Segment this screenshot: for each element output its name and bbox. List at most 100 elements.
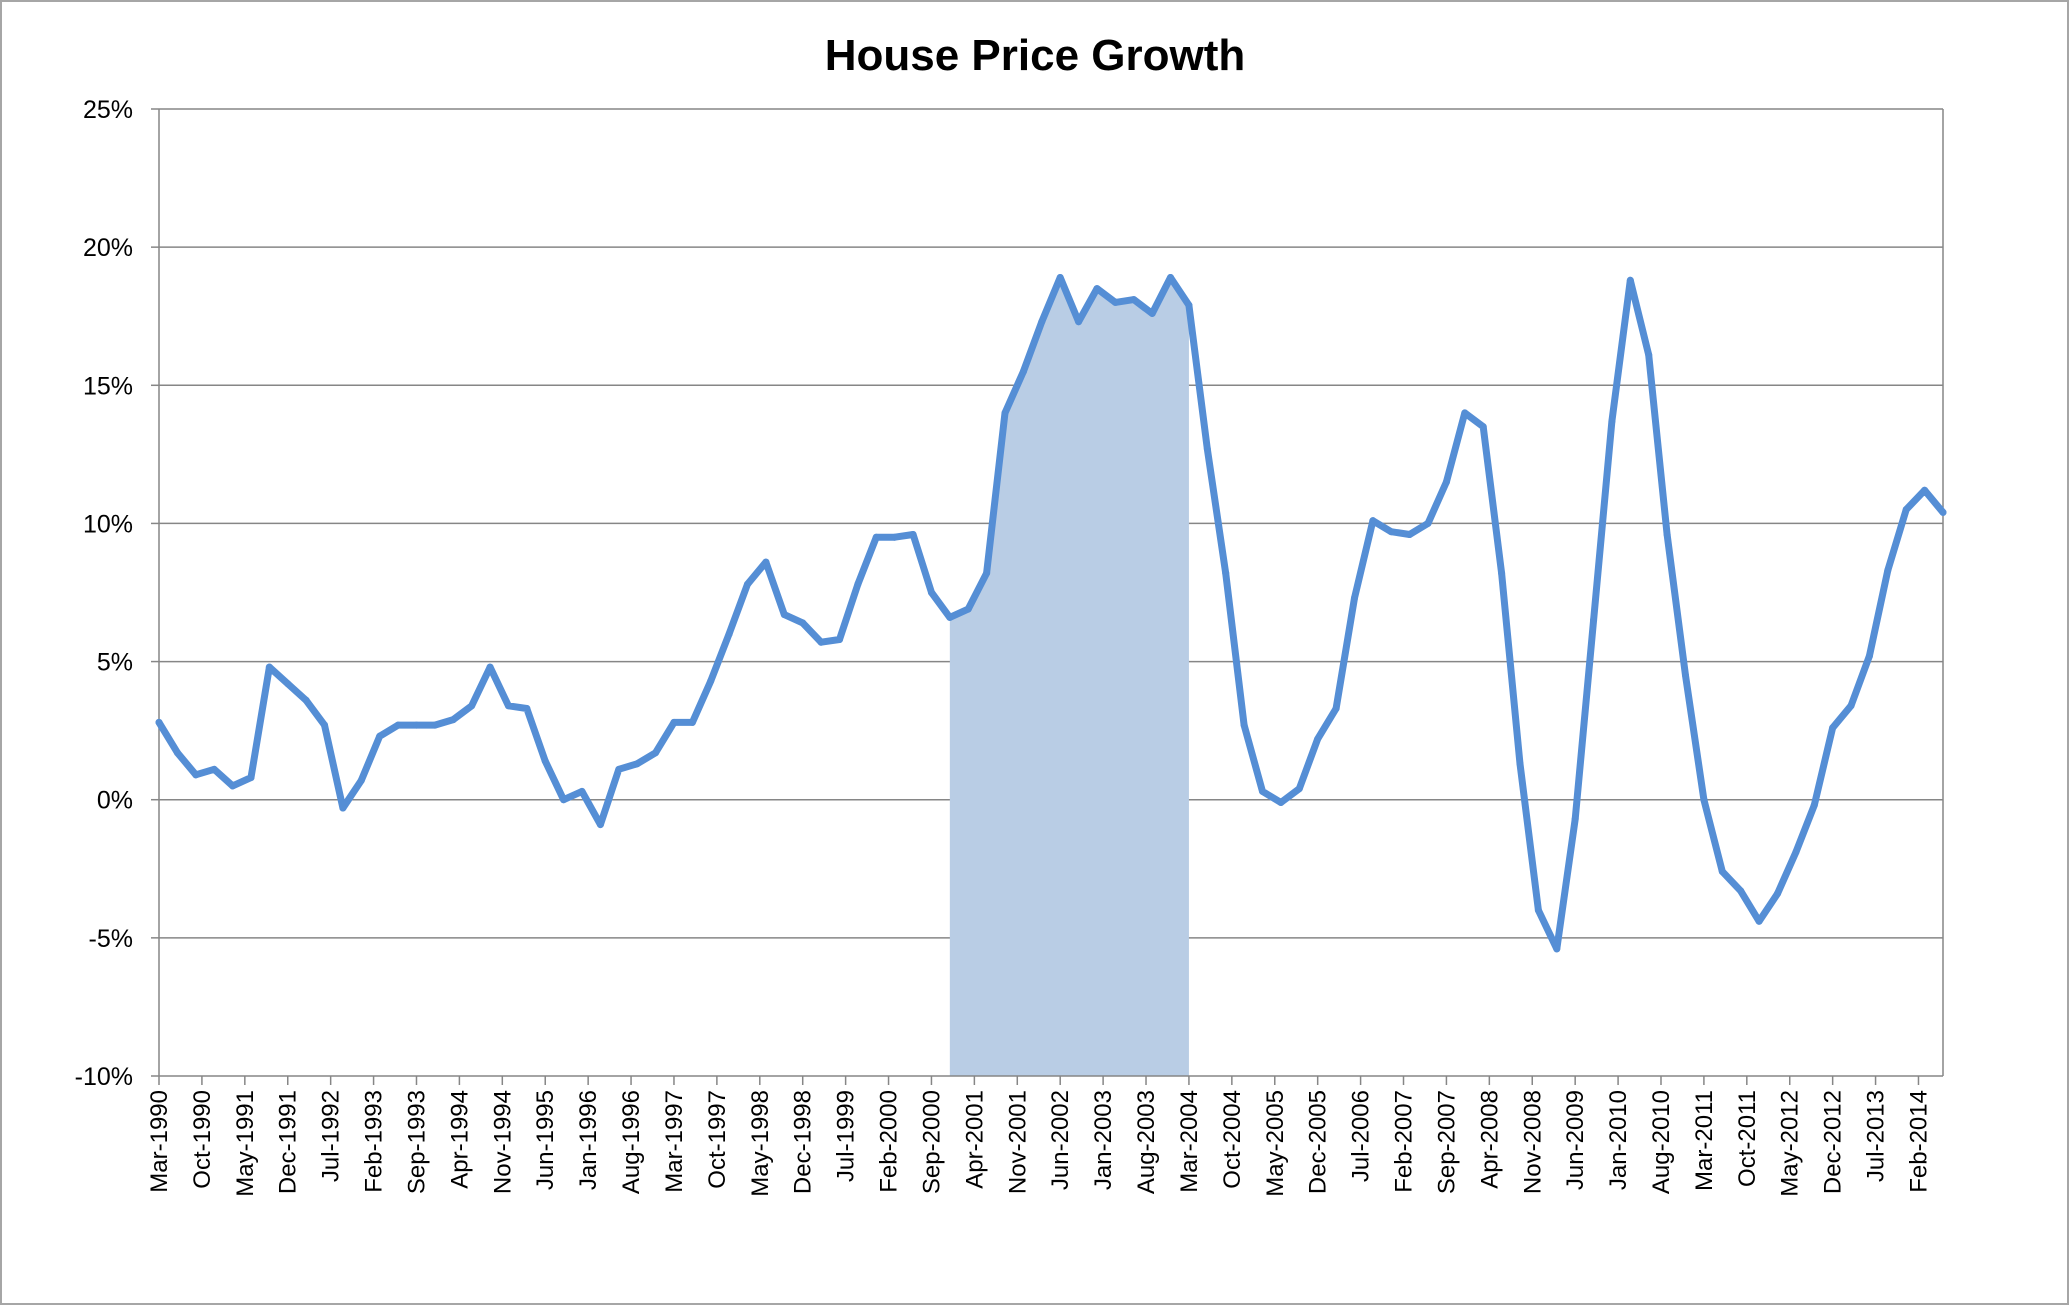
data-point [1534,906,1542,914]
data-point [173,749,181,757]
data-point [302,696,310,704]
data-point [1608,417,1616,425]
data-point [1167,274,1175,282]
chart-title: House Price Growth [825,31,1246,80]
x-tick-label: Jul-2013 [1863,1090,1890,1182]
x-tick-label: Apr-1994 [446,1090,473,1189]
y-tick-label: -10% [75,1063,133,1091]
data-point [1663,530,1671,538]
x-tick-label: Dec-1991 [275,1090,302,1194]
data-point [652,749,660,757]
data-point [1185,301,1193,309]
x-tick-label: Oct-1990 [189,1090,216,1189]
data-point [265,663,273,671]
data-point [1847,702,1855,710]
y-tick-label: 5% [97,649,133,677]
x-tick-label: Dec-2005 [1305,1090,1332,1194]
data-point [670,718,678,726]
data-point [1111,298,1119,306]
data-point [780,611,788,619]
data-point [1259,787,1267,795]
data-point [1939,508,1947,516]
data-point [1645,351,1653,359]
data-point [1240,721,1248,729]
data-point [357,776,365,784]
data-point [799,619,807,627]
data-point [486,663,494,671]
x-tick-label: Oct-2004 [1219,1090,1246,1189]
data-point [1773,890,1781,898]
y-tick-label: 15% [83,372,133,400]
y-tick-label: 20% [83,234,133,262]
data-point [891,533,899,541]
data-point [1203,445,1211,453]
data-point [596,821,604,829]
data-point [504,702,512,710]
data-point [964,605,972,613]
x-tick-label: Jul-2006 [1348,1090,1375,1182]
data-point [1479,423,1487,431]
data-point [376,732,384,740]
data-point [449,716,457,724]
data-point [1737,887,1745,895]
data-point [1829,724,1837,732]
data-point [927,589,935,596]
data-point [983,569,991,577]
x-tick-label: May-1991 [232,1090,259,1197]
y-tick-label: 0% [97,787,133,815]
x-tick-label: Jan-2003 [1090,1090,1117,1190]
y-tick-label: -5% [89,925,133,953]
x-tick-label: Dec-2012 [1820,1090,1847,1194]
data-point [1406,530,1414,538]
data-point [1571,815,1579,823]
y-tick-label: 10% [83,510,133,538]
data-point [762,558,770,566]
data-point [1332,705,1340,713]
x-tick-label: Mar-1997 [661,1090,688,1193]
x-tick-label: May-2012 [1777,1090,1804,1197]
x-tick-label: Jun-2002 [1047,1090,1074,1190]
x-tick-label: Oct-2011 [1734,1090,1761,1187]
data-point [1810,801,1818,809]
data-point [210,765,218,773]
x-tick-label: Apr-2001 [961,1090,988,1189]
x-tick-label: May-2005 [1262,1090,1289,1197]
x-tick-label: Sep-1993 [403,1090,430,1194]
x-tick-label: Nov-2001 [1004,1090,1031,1194]
data-point [725,630,733,638]
x-tick-label: Feb-2007 [1391,1090,1418,1193]
x-tick-label: Mar-2004 [1176,1090,1203,1193]
series-line-layer [155,274,1947,953]
x-tick-label: Feb-1993 [361,1090,388,1193]
data-point [155,718,163,726]
data-point [1295,785,1303,793]
x-tick-label: Aug-2003 [1133,1090,1160,1194]
data-point [1387,528,1395,536]
data-point [1700,796,1708,804]
data-point [1350,594,1358,602]
x-tick-label: Dec-1998 [790,1090,817,1194]
data-point [872,533,880,541]
data-point [707,677,715,685]
data-point [1056,274,1064,282]
data-point [541,757,549,765]
x-tick-label: May-1998 [747,1090,774,1197]
x-axis-tick-labels: Mar-1990 Oct-1990 May-1991 Dec-1991 Jul-1992… [146,1076,1932,1197]
x-tick-label: Feb-2000 [876,1090,903,1193]
data-point [633,760,641,768]
data-point [1921,486,1929,494]
data-point [412,721,420,729]
data-point [339,804,347,812]
data-point [835,635,843,643]
y-axis-tick-labels: 25% 20% 15% 10% 5% 0% -5% -10% [75,96,159,1091]
x-tick-label: Aug-2010 [1648,1090,1675,1194]
data-point [1148,309,1156,317]
data-point [394,721,402,729]
data-point [1424,519,1432,527]
x-tick-label: Jul-1992 [318,1090,345,1182]
data-point [1038,318,1046,326]
data-point [1075,318,1083,326]
data-point [1498,569,1506,577]
shaded-area [949,277,1189,1076]
